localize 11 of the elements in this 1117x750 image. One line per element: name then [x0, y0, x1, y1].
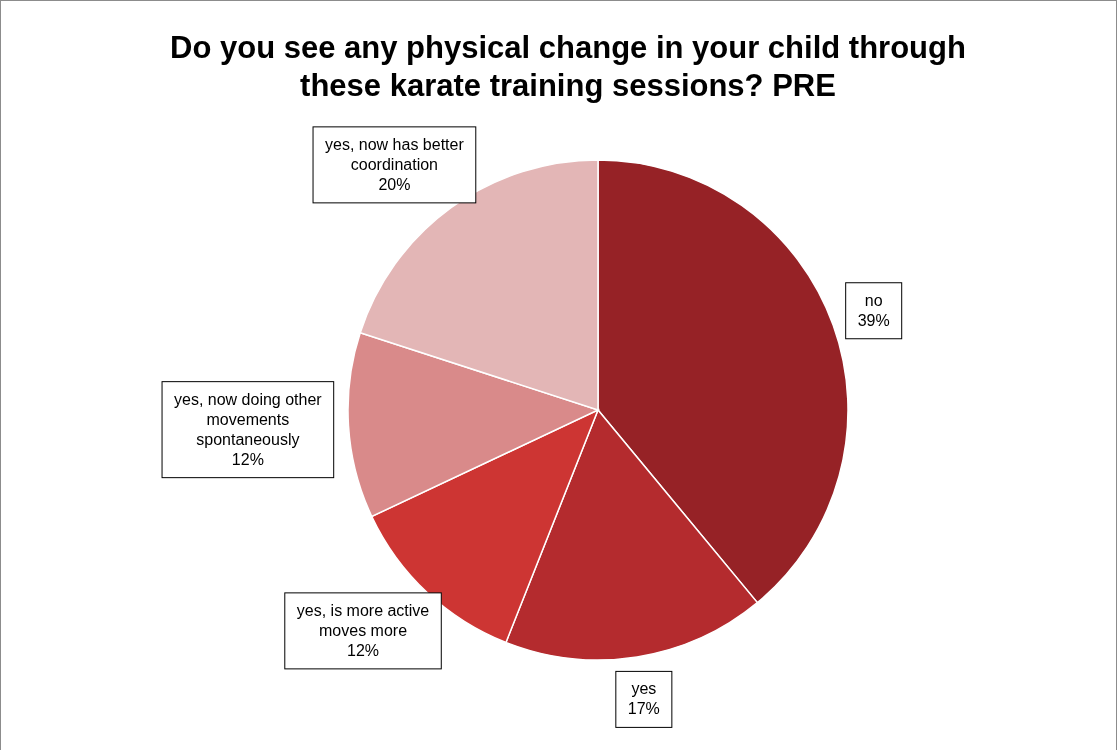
- slice-label: yes, now has better coordination: [325, 135, 465, 173]
- data-label: 39%: [857, 311, 890, 329]
- data-label: 20%: [378, 175, 411, 193]
- slice-label: yes: [631, 680, 657, 698]
- data-label: 12%: [347, 641, 380, 659]
- slice-label: yes, now doing other movements spontaneously: [174, 390, 323, 448]
- data-label: 12%: [231, 450, 264, 468]
- chart-title: Do you see any physical change in your child through these karate training sessions? PRE: [170, 30, 966, 103]
- slice-label: no: [864, 291, 883, 309]
- slice-label: yes, is more active moves more: [296, 601, 430, 639]
- data-label: 17%: [627, 700, 660, 718]
